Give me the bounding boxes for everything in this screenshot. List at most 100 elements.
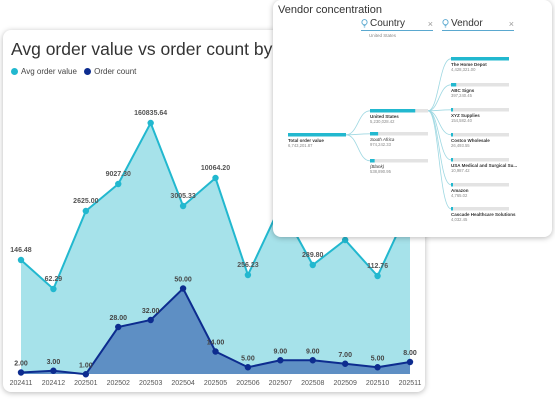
order-count-point: [309, 357, 316, 364]
country-node-bar: [370, 159, 375, 163]
country-filter-label: Country: [370, 18, 406, 29]
chart-legend: Avg order value Order count: [11, 67, 141, 77]
avg-order-value-point: [309, 261, 316, 269]
avg-order-value-point: [374, 272, 381, 280]
order-count-point: [179, 285, 187, 292]
order-count-point: [277, 357, 284, 364]
x-tick-label: 202506: [236, 380, 259, 387]
avg-order-value-point: [17, 256, 25, 264]
x-tick-label: 202507: [269, 380, 292, 387]
avg-order-value-data-label: 289.80: [302, 252, 324, 259]
country-node-track: [370, 132, 428, 136]
order-count-point: [212, 348, 219, 355]
order-count-data-label: 50.00: [174, 277, 192, 284]
order-count-area: [21, 288, 410, 375]
order-count-data-label: 2.00: [14, 361, 28, 368]
order-count-data-label: 9.00: [274, 348, 288, 355]
root-node-value: 6,743,201.87: [288, 143, 313, 148]
avg-order-value-data-label: 146.48: [10, 247, 32, 254]
order-count-data-label: 8.00: [403, 350, 417, 357]
avg-order-value-point: [212, 174, 219, 182]
order-count-data-label: 32.00: [142, 308, 160, 315]
tree-connector: [427, 58, 452, 112]
vendor-concentration-card: Vendor concentration Country × United St…: [273, 0, 552, 237]
order-count-point: [17, 369, 25, 376]
tree-connector: [345, 133, 371, 136]
avg-order-value-point: [50, 285, 57, 293]
x-tick-label: 202503: [139, 380, 162, 387]
order-count-data-label: 7.00: [338, 352, 352, 359]
legend-label-avg-order-value: Avg order value: [21, 67, 77, 76]
country-node-bar: [370, 132, 379, 136]
order-count-point: [115, 323, 122, 331]
tree-connector: [427, 84, 452, 112]
tree-connector: [427, 110, 452, 210]
chart-title: Avg order value vs order count by month: [11, 39, 326, 59]
vendor-node-label: XYZ Supplies: [451, 113, 480, 118]
country-filter-selected: United States: [369, 33, 397, 38]
tree-connector: [345, 134, 371, 162]
order-count-point: [147, 316, 154, 324]
root-node-label: Total order value: [288, 138, 324, 143]
x-tick-label: 202412: [42, 380, 65, 387]
order-count-point: [50, 367, 57, 374]
vendor-node-track: [451, 133, 509, 137]
vendor-node-label: ABC Signs: [451, 88, 475, 93]
legend-item-order-count[interactable]: Order count: [84, 67, 136, 76]
avg-order-value-data-label: 3005.33: [170, 193, 195, 200]
avg-order-value-data-label: 9027.30: [106, 171, 131, 178]
order-count-data-label: 5.00: [371, 355, 385, 362]
avg-order-value-data-label: 62.29: [45, 276, 63, 283]
vendor-node-bar: [451, 108, 454, 112]
vendor-filter[interactable]: Vendor ×: [442, 18, 514, 40]
vendor-node-bar: [451, 183, 453, 187]
avg-order-value-data-label: 10064.20: [201, 165, 230, 172]
country-node-label: United States: [370, 114, 399, 119]
vendor-node-track: [451, 83, 509, 87]
vendor-node-value: 4,428,321.00: [451, 67, 476, 72]
vendor-node-track: [451, 183, 509, 187]
avg-order-value-point: [244, 271, 252, 279]
vendor-node-track: [451, 158, 509, 162]
vendor-node-bar: [451, 207, 453, 211]
vendor-node-track: [451, 207, 509, 211]
tree-connector: [345, 110, 371, 136]
vendor-node-value: 154,582.40: [451, 118, 473, 123]
order-count-data-label: 9.00: [306, 348, 320, 355]
country-node-track: [370, 159, 428, 163]
x-tick-label: 202509: [333, 380, 356, 387]
close-icon[interactable]: ×: [427, 18, 433, 29]
vendor-filter-label: Vendor: [451, 18, 483, 29]
avg-order-value-data-label: 112.76: [367, 263, 388, 270]
lightbulb-icon: [442, 19, 449, 28]
vendor-node-bar: [451, 83, 457, 87]
vendor-node-value: 397,240.45: [451, 93, 473, 98]
x-tick-label: 202501: [74, 380, 97, 387]
tree-connector: [427, 110, 452, 186]
tree-connector: [427, 109, 452, 112]
vendor-node-value: 4,765.02: [451, 193, 468, 198]
order-count-point: [341, 360, 349, 367]
country-node-bar: [370, 109, 416, 113]
x-tick-label: 202504: [171, 380, 194, 387]
vendor-node-label: Amazon: [451, 188, 469, 193]
order-count-data-label: 5.00: [241, 355, 255, 362]
order-count-point: [374, 364, 381, 371]
x-tick-label: 202411: [10, 380, 33, 387]
legend-swatch-avg-order-value: [11, 68, 18, 75]
order-count-point: [244, 364, 252, 371]
legend-item-avg-order-value[interactable]: Avg order value: [11, 67, 77, 76]
order-count-data-label: 3.00: [47, 359, 61, 366]
vendor-node-label: The Home Depot: [451, 62, 487, 67]
vendor-node-track: [451, 108, 509, 112]
x-tick-label: 202502: [107, 380, 130, 387]
order-count-point: [406, 358, 414, 366]
x-tick-label: 202510: [366, 380, 389, 387]
country-filter[interactable]: Country × United States: [361, 18, 433, 40]
order-count-point: [82, 371, 90, 378]
vendor-node-value: 26,493.55: [451, 143, 470, 148]
country-node-label: (Blank): [370, 164, 385, 169]
legend-label-order-count: Order count: [94, 67, 137, 76]
close-icon[interactable]: ×: [508, 18, 514, 29]
